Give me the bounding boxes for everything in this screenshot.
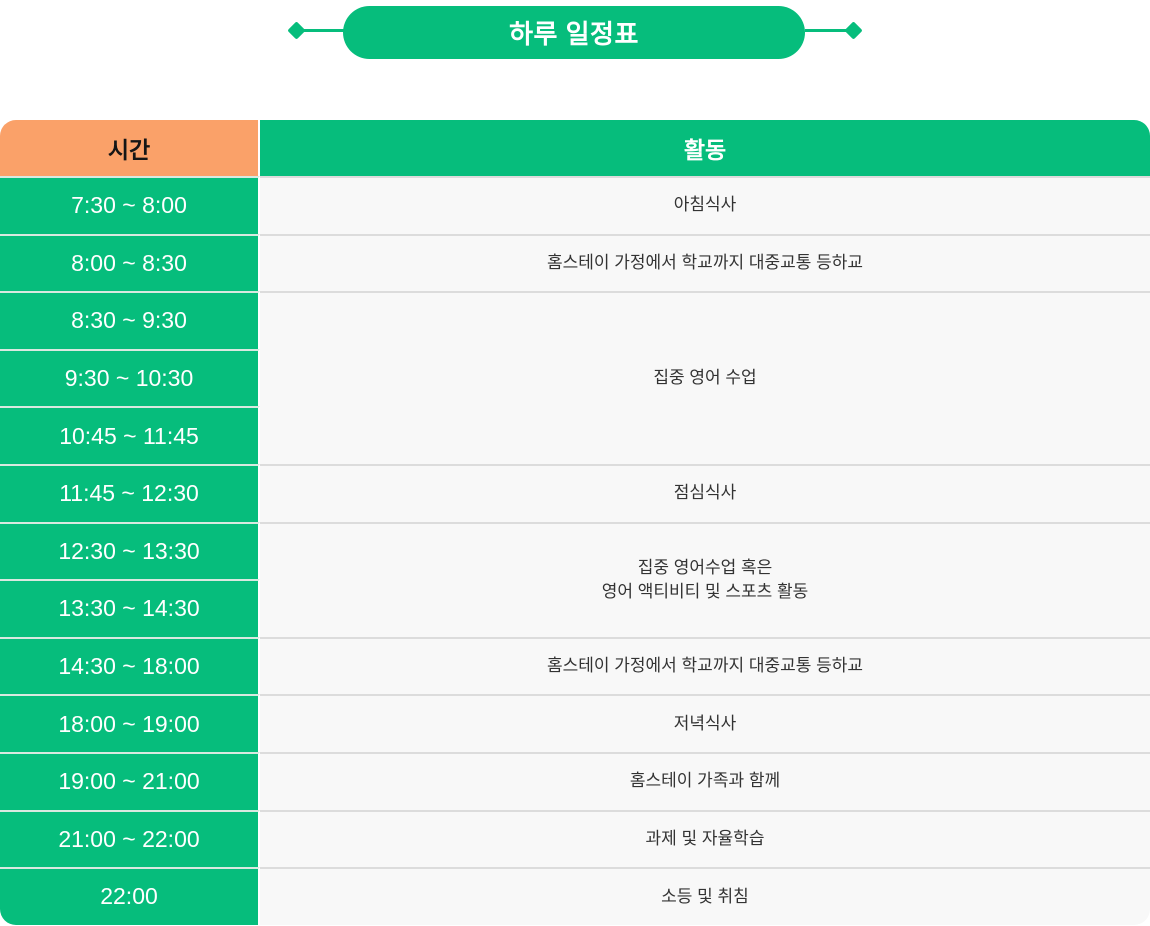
time-cell: 21:00 ~ 22:00 (0, 809, 260, 868)
connector-line (805, 29, 850, 32)
title-banner: 하루 일정표 (0, 0, 1150, 120)
time-cell: 12:30 ~ 13:30 (0, 521, 260, 580)
time-cell: 9:30 ~ 10:30 (0, 348, 260, 407)
time-cell: 8:30 ~ 9:30 (0, 291, 260, 349)
page-title: 하루 일정표 (343, 6, 805, 59)
activity-cell: 아침식사 (260, 176, 1150, 234)
time-cell: 19:00 ~ 21:00 (0, 751, 260, 810)
daily-schedule-table: 시간 활동 7:30 ~ 8:00 8:00 ~ 8:30 8:30 ~ 9:3… (0, 120, 1150, 925)
diamond-icon (844, 21, 863, 40)
time-cell: 18:00 ~ 19:00 (0, 694, 260, 752)
activity-cell: 집중 영어 수업 (260, 291, 1150, 464)
activity-cell: 집중 영어수업 혹은 영어 액티비티 및 스포츠 활동 (260, 521, 1150, 637)
time-cell: 10:45 ~ 11:45 (0, 406, 260, 464)
time-cell: 7:30 ~ 8:00 (0, 176, 260, 234)
activity-column-header: 활동 (260, 120, 1150, 176)
connector-line (300, 29, 345, 32)
time-cell: 22:00 (0, 867, 260, 925)
activity-cell: 과제 및 자율학습 (260, 809, 1150, 868)
time-column-header: 시간 (0, 120, 260, 176)
activity-cell: 홈스테이 가족과 함께 (260, 751, 1150, 810)
activity-cell: 저녁식사 (260, 694, 1150, 752)
time-cell: 11:45 ~ 12:30 (0, 463, 260, 522)
activity-cell: 홈스테이 가정에서 학교까지 대중교통 등하교 (260, 636, 1150, 695)
time-cell: 13:30 ~ 14:30 (0, 579, 260, 637)
time-cell: 14:30 ~ 18:00 (0, 636, 260, 695)
activity-cell: 점심식사 (260, 463, 1150, 522)
activity-cell: 홈스테이 가정에서 학교까지 대중교통 등하교 (260, 233, 1150, 292)
time-cell: 8:00 ~ 8:30 (0, 233, 260, 292)
activity-cell: 소등 및 취침 (260, 867, 1150, 925)
